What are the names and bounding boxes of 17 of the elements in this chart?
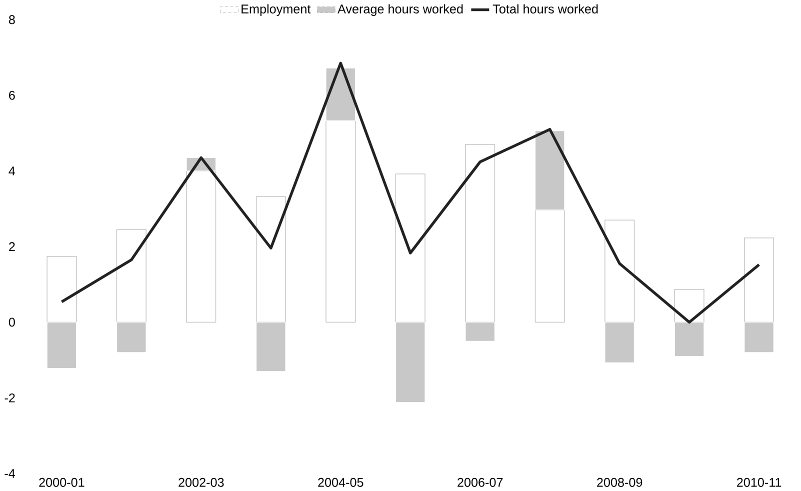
y-tick-label: -4 [4,469,16,478]
y-tick-label: 4 [8,166,16,176]
y-tick-label: 2 [9,242,15,251]
x-tick-label: 2006-07 [458,478,503,487]
x-tick-label: 2000-01 [39,478,84,487]
x-tick-label: 2008-09 [597,478,642,487]
legend-label: Average hours worked [338,4,463,16]
y-tick-label: 0 [8,318,15,327]
y-tick-label: 8 [8,15,15,24]
y-tick-label: -2 [4,393,15,402]
x-tick-label: 2004-05 [318,478,364,487]
x-tick-label: 2010-11 [736,478,782,487]
line-series [60,62,760,324]
x-tick-label: 2002-03 [178,478,224,487]
legend-label: Employment [242,4,311,16]
legend-label: Total hours worked [492,4,598,14]
y-tick-label: 6 [9,90,15,100]
